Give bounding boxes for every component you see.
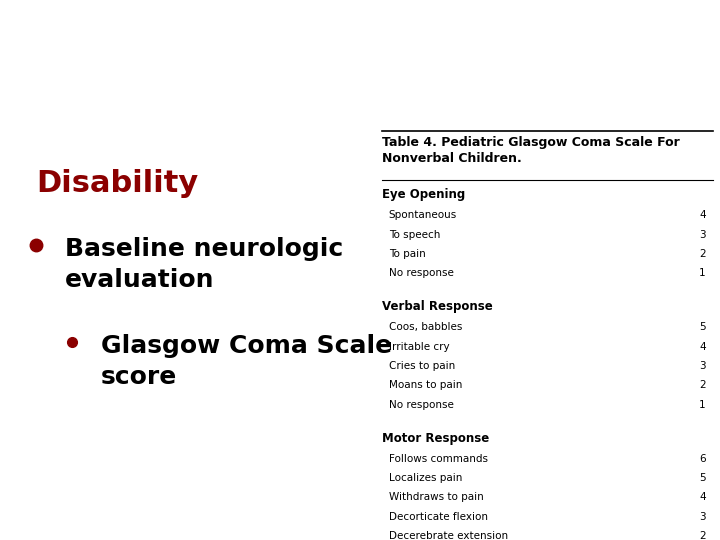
- Text: 1: 1: [699, 268, 706, 278]
- Text: Cries to pain: Cries to pain: [389, 361, 455, 371]
- Text: 4: 4: [699, 492, 706, 502]
- Text: 5: 5: [699, 322, 706, 332]
- Text: 4: 4: [699, 342, 706, 352]
- Text: Motor Response: Motor Response: [382, 432, 489, 445]
- Text: Disability: Disability: [36, 170, 198, 198]
- Text: Coos, babbles: Coos, babbles: [389, 322, 462, 332]
- Text: No response: No response: [389, 268, 454, 278]
- Text: Table 4. Pediatric Glasgow Coma Scale For
Nonverbal Children.: Table 4. Pediatric Glasgow Coma Scale Fo…: [382, 136, 680, 165]
- Text: Withdraws to pain: Withdraws to pain: [389, 492, 484, 502]
- Text: 2: 2: [699, 249, 706, 259]
- Text: 2: 2: [699, 531, 706, 540]
- Text: Spontaneous: Spontaneous: [389, 210, 457, 220]
- Text: 2: 2: [699, 380, 706, 390]
- Text: Decerebrate extension: Decerebrate extension: [389, 531, 508, 540]
- Text: Irritable cry: Irritable cry: [389, 342, 449, 352]
- Text: Baseline neurologic
evaluation: Baseline neurologic evaluation: [65, 237, 343, 292]
- Text: To pain: To pain: [389, 249, 426, 259]
- Text: To speech: To speech: [389, 230, 440, 240]
- Text: 3: 3: [699, 361, 706, 371]
- Text: Follows commands: Follows commands: [389, 454, 488, 464]
- Text: 6: 6: [699, 454, 706, 464]
- Text: 3: 3: [699, 512, 706, 522]
- Text: Primary Survey: Primary Survey: [22, 36, 456, 83]
- Text: 5: 5: [699, 473, 706, 483]
- Text: Moans to pain: Moans to pain: [389, 380, 462, 390]
- Text: 1: 1: [699, 400, 706, 410]
- Text: 4: 4: [699, 210, 706, 220]
- Text: Eye Opening: Eye Opening: [382, 188, 465, 201]
- Text: Verbal Response: Verbal Response: [382, 300, 492, 313]
- Text: No response: No response: [389, 400, 454, 410]
- Text: Localizes pain: Localizes pain: [389, 473, 462, 483]
- Text: Glasgow Coma Scale
score: Glasgow Coma Scale score: [101, 334, 392, 389]
- Text: 3: 3: [699, 230, 706, 240]
- Text: Decorticate flexion: Decorticate flexion: [389, 512, 488, 522]
